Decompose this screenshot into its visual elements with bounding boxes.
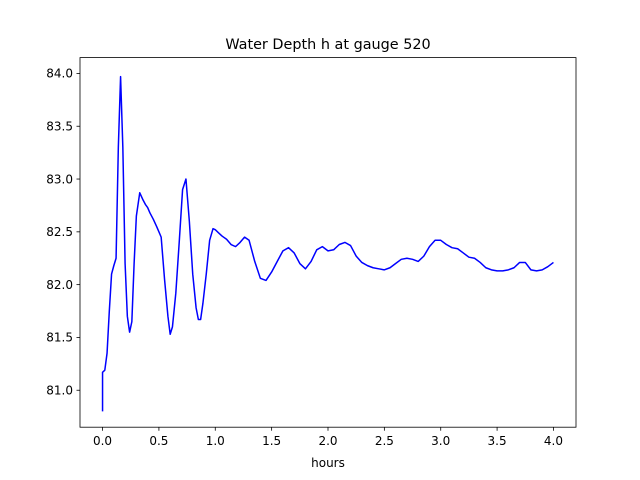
x-axis-label: hours: [311, 456, 345, 470]
x-tick-label: 0.0: [93, 434, 112, 448]
x-tick-label: 2.5: [375, 434, 394, 448]
x-axis: 0.0 0.5 1.0 1.5 2.0 2.5 3.0 3.5 4.0: [93, 427, 563, 448]
y-tick-label: 82.5: [46, 225, 73, 239]
x-tick-label: 4.0: [544, 434, 563, 448]
y-axis: 81.0 81.5 82.0 82.5 83.0 83.5 84.0: [46, 67, 80, 398]
x-tick-label: 3.5: [488, 434, 507, 448]
y-tick-label: 82.0: [46, 278, 73, 292]
x-tick-label: 0.5: [149, 434, 168, 448]
y-tick-label: 81.0: [46, 384, 73, 398]
x-tick-label: 1.0: [206, 434, 225, 448]
y-tick-label: 83.5: [46, 120, 73, 134]
x-tick-label: 2.0: [318, 434, 337, 448]
x-tick-label: 3.0: [431, 434, 450, 448]
y-tick-label: 83.0: [46, 172, 73, 186]
y-tick-label: 81.5: [46, 331, 73, 345]
series-line: [101, 75, 554, 412]
chart-title: Water Depth h at gauge 520: [225, 37, 430, 53]
y-tick-label: 84.0: [46, 67, 73, 81]
x-tick-label: 1.5: [262, 434, 281, 448]
